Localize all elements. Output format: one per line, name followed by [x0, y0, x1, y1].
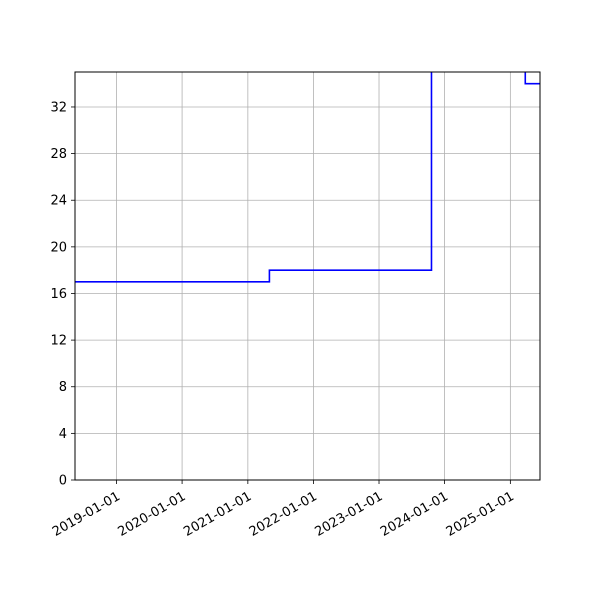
x-axis: 2019-01-012020-01-012021-01-012022-01-01… — [50, 480, 517, 540]
y-tick-label: 20 — [50, 240, 67, 255]
y-tick-label: 0 — [59, 474, 67, 489]
y-tick-label: 12 — [50, 334, 67, 349]
y-axis: 0 4 8 12 16 20 24 28 32 — [50, 100, 75, 489]
y-tick-label: 4 — [59, 427, 67, 442]
y-tick-label: 24 — [50, 194, 67, 209]
x-tick-label: 2019-01-01 — [50, 489, 123, 540]
axes-frame — [74, 71, 541, 481]
grid-layer — [75, 72, 540, 481]
y-tick-label: 32 — [50, 100, 67, 115]
x-tick-label: 2023-01-01 — [312, 489, 385, 540]
series-layer — [75, 72, 540, 283]
series-line — [75, 72, 540, 283]
x-tick-label: 2024-01-01 — [378, 489, 451, 540]
x-tick-label: 2025-01-01 — [444, 489, 517, 540]
x-tick-label: 2021-01-01 — [181, 489, 254, 540]
y-tick-label: 28 — [50, 147, 67, 162]
x-tick-label: 2020-01-01 — [116, 489, 189, 540]
y-tick-label: 16 — [50, 287, 67, 302]
y-tick-label: 8 — [59, 380, 67, 395]
x-tick-label: 2022-01-01 — [247, 489, 320, 540]
